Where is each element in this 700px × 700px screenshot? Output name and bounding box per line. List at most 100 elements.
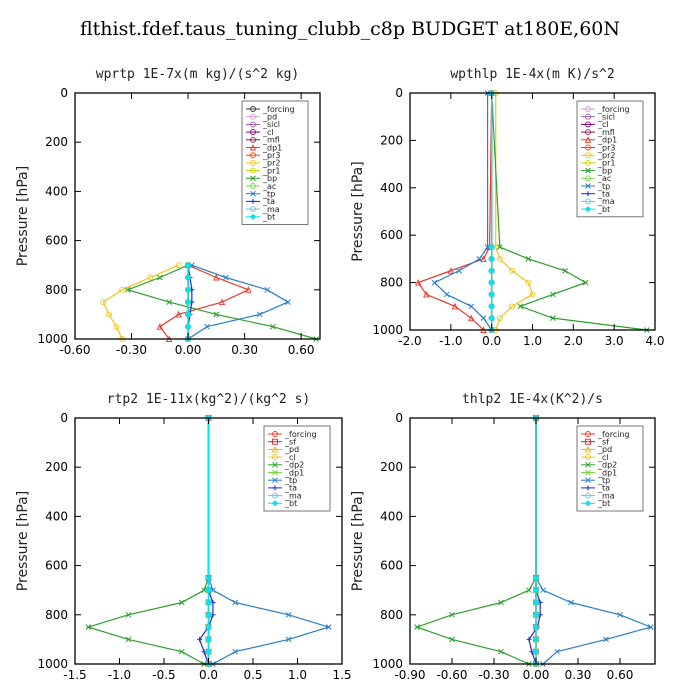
legend-entry: _ta	[597, 190, 610, 199]
x-tick-label: -1.5	[63, 668, 86, 682]
legend-marker	[585, 469, 591, 476]
data-point	[476, 256, 483, 262]
legend-marker	[585, 129, 591, 136]
data-point	[449, 611, 455, 618]
y-axis-label: Pressure [hPa]	[15, 166, 31, 266]
data-point	[488, 243, 495, 251]
data-point	[488, 303, 495, 310]
data-point	[532, 648, 540, 655]
data-point	[447, 267, 455, 274]
main-title: flthist.fdef.taus_tuning_clubb_c8p BUDGE…	[79, 18, 621, 40]
legend-entry: _ac	[262, 182, 276, 191]
data-point	[554, 648, 560, 655]
legend-entry: _pd	[597, 445, 612, 454]
series-line-pr2	[102, 264, 179, 340]
legend-entry: _bp	[597, 166, 612, 175]
legend-marker	[585, 144, 591, 151]
legend-marker	[584, 136, 592, 143]
data-point	[185, 274, 192, 281]
legend-entry: _mfl	[597, 128, 615, 137]
legend-entry: _mfl	[262, 136, 280, 145]
legend-entry: _tp	[284, 476, 297, 485]
data-point	[147, 274, 154, 281]
x-tick-label: 0.60	[607, 668, 634, 682]
legend-entry: _dp1	[597, 136, 617, 145]
data-point	[218, 298, 226, 306]
x-tick-label: 1.5	[332, 668, 351, 682]
data-point	[488, 255, 495, 262]
y-tick-label: 200	[380, 460, 403, 474]
legend-entry: _forcing	[262, 105, 295, 114]
data-point	[509, 267, 516, 274]
data-point	[525, 279, 532, 286]
legend-marker	[250, 183, 256, 189]
y-axis-label: Pressure [hPa]	[350, 491, 366, 591]
data-point	[488, 279, 495, 286]
legend: _forcing_sicl_cl_mfl_dp1_pr3_pr2_pr1_bp_…	[576, 100, 644, 218]
data-point	[113, 323, 120, 330]
data-point	[285, 611, 292, 618]
legend-marker	[272, 431, 278, 437]
y-tick-label: 600	[45, 559, 68, 573]
legend-marker	[250, 175, 256, 182]
series-group	[100, 261, 320, 343]
legend-entry: _dp2	[597, 461, 617, 470]
data-point	[529, 291, 536, 298]
x-tick-label: -0.5	[152, 668, 175, 682]
data-point	[232, 648, 239, 655]
legend-marker	[249, 213, 257, 220]
legend-entry: _sicl	[597, 113, 615, 122]
legend-marker	[585, 477, 591, 484]
legend-entry: _bt	[262, 213, 275, 222]
data-point	[509, 303, 516, 310]
data-point	[222, 274, 229, 281]
data-point	[205, 636, 212, 643]
chart-panel-3: rtp2 1E-11x(kg^2)/(kg^2 s) Pressure [hPa]…	[15, 392, 352, 682]
data-point	[603, 636, 609, 643]
y-tick-label: 600	[380, 228, 403, 242]
x-tick-label: -1.0	[439, 334, 462, 348]
data-point	[125, 636, 132, 643]
data-point	[488, 315, 495, 322]
legend-entry: _ta	[284, 484, 297, 493]
legend-entry: _bt	[284, 499, 297, 508]
legend-entry: _forcing	[597, 430, 630, 439]
data-point	[451, 302, 459, 310]
legend-marker	[585, 438, 591, 445]
x-tick-label: 2.0	[564, 334, 583, 348]
legend-entry: _ac	[597, 174, 611, 183]
plot-frame	[409, 417, 656, 665]
data-point	[550, 315, 556, 322]
legend-entry: _pr2	[262, 159, 280, 168]
y-tick-label: 1000	[37, 657, 68, 671]
legend-marker	[249, 143, 257, 151]
legend-marker	[585, 492, 591, 499]
legend-entry: _sf	[597, 438, 609, 447]
data-point	[526, 636, 532, 642]
legend-entry: _bp	[262, 174, 277, 183]
x-tick-label: 0.5	[243, 668, 262, 682]
legend-marker	[272, 454, 278, 461]
y-tick-label: 1000	[372, 323, 403, 337]
legend-marker	[585, 152, 591, 159]
data-point	[496, 315, 503, 322]
legend-marker	[250, 167, 256, 174]
series-group	[414, 414, 654, 668]
data-point	[185, 323, 192, 330]
series-line-tp	[433, 93, 493, 331]
legend-marker	[584, 445, 592, 453]
legend-marker	[585, 167, 591, 174]
data-point	[532, 611, 540, 618]
legend-entry: _pr1	[262, 166, 280, 175]
data-point	[205, 599, 212, 606]
y-tick-label: 400	[45, 509, 68, 523]
legend-box	[576, 425, 644, 512]
data-point	[185, 286, 192, 293]
data-point	[532, 624, 540, 631]
data-point	[178, 599, 185, 606]
legend-marker	[250, 129, 256, 136]
legend-marker	[272, 438, 278, 445]
y-tick-label: 0	[395, 411, 403, 425]
legend-marker	[585, 454, 591, 461]
